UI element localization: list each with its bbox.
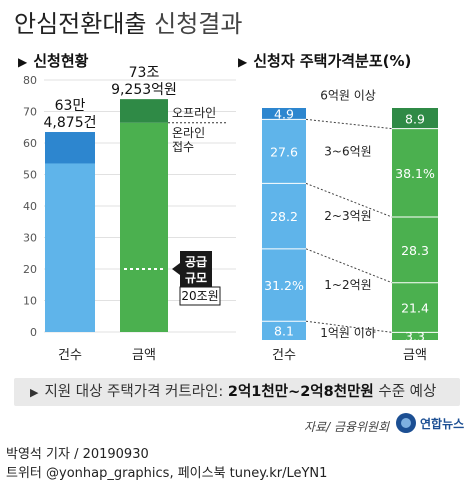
bar-segment (392, 217, 438, 283)
segment-value-label: 3.3 (405, 329, 425, 344)
page-title: 안심전환대출 신청결과 (14, 4, 242, 39)
y-tick-label: 70 (23, 106, 37, 119)
notice-prefix: 지원 대상 주택가격 커트라인: (44, 384, 224, 400)
segment-value-label: 4.9 (274, 107, 294, 122)
right-section-label: 신청자 주택가격분포(%) (253, 52, 412, 70)
bar-total-label: 63만 (55, 98, 86, 114)
bar-total-label: 9,253억원 (111, 82, 177, 98)
x-category-label: 건수 (58, 348, 82, 363)
y-tick-label: 30 (23, 232, 37, 245)
bar-segment (262, 108, 306, 120)
bar-segment (120, 122, 168, 332)
connector-line (305, 118, 393, 130)
segment-value-label: 28.2 (270, 209, 298, 224)
notice-suffix: 수준 예상 (378, 384, 437, 400)
left-section-label: 신청현황 (33, 52, 89, 70)
segment-value-label: 31.2% (264, 278, 304, 293)
x-category-label: 금액 (132, 348, 156, 363)
bar-total-label: 73조 (129, 65, 160, 81)
series-name-label: 3~6억원 (324, 144, 371, 158)
segment-value-label: 27.6 (270, 144, 298, 159)
yonhap-logo: 연합뉴스 (396, 413, 464, 433)
notice-box: ▶ 지원 대상 주택가격 커트라인: 2억1천만~2억8천만원 수준 예상 (14, 378, 460, 406)
series-name-label: 1~2억원 (324, 278, 371, 292)
callout-pointer (172, 263, 180, 275)
title-main: 안심전환대출 (14, 10, 147, 38)
connector-line (305, 182, 393, 218)
y-tick-label: 80 (23, 74, 37, 87)
supply-callout-box (180, 251, 212, 287)
online-label: 접수 (172, 140, 194, 154)
offline-label: 오프라인 (172, 106, 216, 120)
supply-callout-label: 규모 (185, 271, 207, 285)
credit-line-2: 트위터 @yonhap_graphics, 페이스북 tuney.kr/LeYN… (6, 466, 328, 481)
bar-segment (262, 248, 306, 322)
notice-highlight: 2억1천만~2억8천만원 (227, 384, 374, 400)
credit-line-1: 박영석 기자 / 20190930 (6, 447, 149, 462)
bar-segment (392, 282, 438, 333)
segment-value-label: 38.1% (395, 166, 435, 181)
triangle-right-icon: ▶ (30, 386, 39, 399)
triangle-right-icon: ▶ (238, 55, 248, 69)
bar-segment (392, 128, 438, 218)
source-text: 자료/ 금융위원회 (304, 420, 390, 434)
supply-value-box (179, 286, 221, 306)
bar-segment (392, 332, 438, 340)
supply-callout-label: 공급 (185, 255, 207, 269)
segment-value-label: 8.1 (274, 324, 294, 339)
x-category-label: 건수 (272, 348, 296, 363)
segment-value-label: 21.4 (401, 301, 429, 316)
yonhap-logo-icon (396, 413, 416, 433)
supply-value-label: 20조원 (181, 289, 218, 303)
bar-segment (45, 132, 95, 164)
title-sub: 신청결과 (154, 10, 243, 38)
connector-line (305, 320, 393, 333)
series-name-label: 2~3억원 (324, 209, 371, 223)
right-section-header: ▶ 신청자 주택가격분포(%) (238, 50, 411, 71)
bar-segment (262, 119, 306, 184)
bar-segment (262, 183, 306, 249)
y-tick-label: 40 (23, 200, 37, 213)
series-name-label: 1억원 이하 (320, 326, 376, 340)
segment-value-label: 28.3 (401, 243, 429, 258)
y-tick-label: 50 (23, 169, 37, 182)
left-section-header: ▶ 신청현황 (18, 50, 88, 71)
logo-text: 연합뉴스 (420, 416, 465, 431)
bar-total-label: 4,875건 (44, 115, 97, 131)
online-label: 온라인 (172, 126, 205, 140)
bar-segment (392, 108, 438, 129)
y-tick-label: 60 (23, 137, 37, 150)
segment-value-label: 8.9 (405, 111, 425, 126)
connector-line (305, 248, 393, 284)
bar-segment (45, 163, 95, 332)
bar-segment (262, 321, 306, 340)
y-tick-label: 0 (30, 326, 37, 339)
triangle-right-icon: ▶ (18, 55, 28, 69)
y-tick-label: 20 (23, 263, 37, 276)
series-name-label: 6억원 이상 (320, 89, 376, 103)
y-tick-label: 10 (23, 295, 37, 308)
x-category-label: 금액 (403, 348, 427, 363)
bar-segment (120, 99, 168, 123)
